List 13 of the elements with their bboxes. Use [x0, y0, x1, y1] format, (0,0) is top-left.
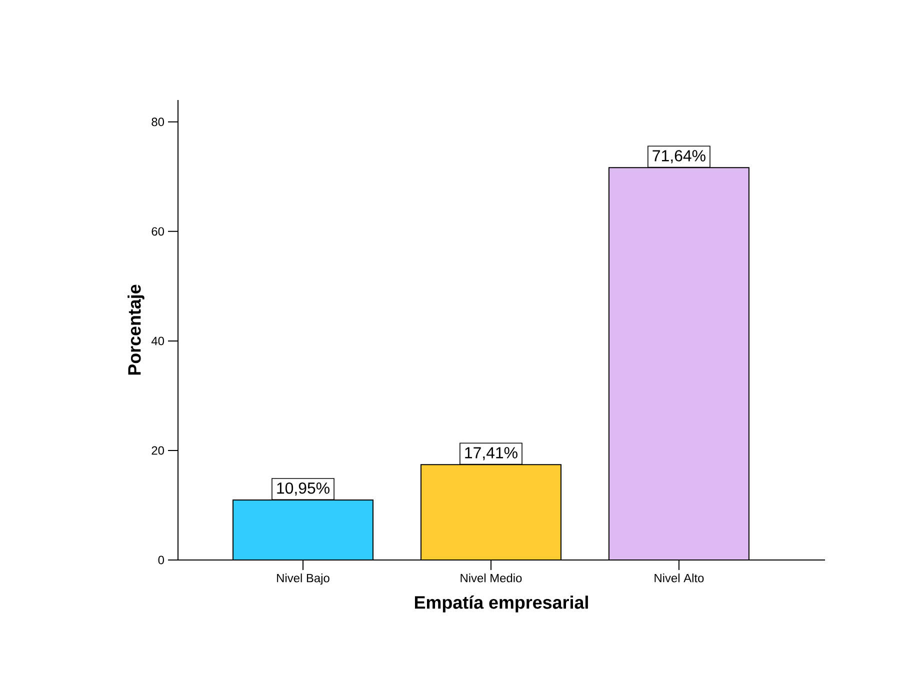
y-tick-label: 0 [158, 556, 164, 564]
y-tick-label: 40 [151, 336, 164, 346]
y-tick-label: 80 [152, 118, 164, 126]
x-tick-label: Nivel Alto [654, 574, 704, 582]
x-tick-label: Nivel Bajo [277, 574, 330, 585]
data-label: 10,95% [277, 482, 330, 496]
data-label: 17,41% [465, 447, 518, 460]
y-tick-label: 60 [152, 227, 164, 236]
x-axis-title: Empatía empresarial [414, 596, 588, 612]
data-label: 71,64% [652, 150, 706, 164]
x-tick-label: Nivel Medio [460, 574, 522, 582]
y-axis-title: Porcentaje [128, 284, 144, 375]
y-tick-label: 20 [152, 446, 164, 455]
